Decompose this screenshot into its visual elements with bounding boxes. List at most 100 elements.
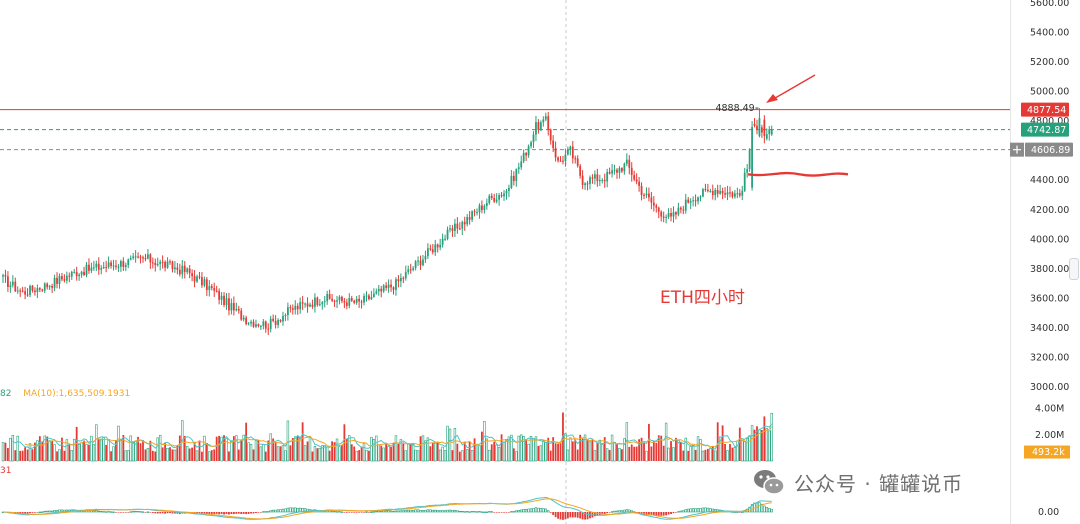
candle-body xyxy=(326,294,329,302)
volume-bar xyxy=(745,438,749,462)
candle-body xyxy=(4,275,7,277)
volume-bar xyxy=(249,443,253,462)
macd-bar xyxy=(485,511,489,513)
macd-bar xyxy=(505,512,508,513)
candle-body xyxy=(176,267,179,270)
candle-body xyxy=(714,189,717,196)
candle-body xyxy=(196,276,198,282)
macd-bar xyxy=(682,510,685,513)
macd-bar xyxy=(709,508,712,513)
candle-body xyxy=(679,207,682,210)
macd-bar xyxy=(461,510,464,513)
volume-bar xyxy=(19,450,22,461)
macd-bar xyxy=(672,512,675,514)
volume-bar xyxy=(146,447,150,462)
candle-body xyxy=(508,187,510,191)
candle-body xyxy=(434,244,437,253)
candle-body xyxy=(608,171,611,174)
candle-body xyxy=(584,183,586,186)
volume-bar xyxy=(729,444,731,461)
volume-bar xyxy=(7,448,9,461)
volume-bar xyxy=(301,422,304,461)
volume-bar xyxy=(203,435,206,462)
price-tick-label: 5600.00 xyxy=(1030,0,1069,9)
volume-bar xyxy=(586,439,589,461)
macd-bar xyxy=(689,508,692,513)
candle-body xyxy=(124,265,127,267)
volume-bar xyxy=(701,450,705,462)
volume-bar xyxy=(48,440,51,462)
macd-bar xyxy=(146,511,150,513)
macd-bar xyxy=(736,511,739,513)
volume-bar xyxy=(672,447,675,462)
macd-bar xyxy=(593,512,596,517)
volume-bar xyxy=(36,440,39,462)
candle-body xyxy=(657,207,660,212)
volume-bar xyxy=(635,446,638,461)
candle-body xyxy=(404,272,407,279)
macd-bar xyxy=(660,512,663,516)
volume-bar xyxy=(274,441,277,461)
macd-bar xyxy=(684,509,687,513)
volume-bar xyxy=(235,435,238,462)
candle-body xyxy=(7,276,9,287)
volume-bar xyxy=(198,440,201,461)
macd-bar xyxy=(296,507,299,513)
macd-bar xyxy=(104,511,108,513)
volume-bar xyxy=(660,435,663,461)
volume-bar xyxy=(497,447,501,462)
scroll-handle[interactable] xyxy=(1069,258,1079,280)
macd-bar xyxy=(623,509,626,513)
candle-body xyxy=(500,195,503,197)
volume-bar xyxy=(9,437,12,462)
candle-body xyxy=(628,159,631,168)
macd-bar xyxy=(512,511,516,513)
volume-bar xyxy=(542,440,545,462)
volume-bar xyxy=(131,441,135,462)
macd-bar xyxy=(704,507,707,513)
macd-bar xyxy=(119,512,122,513)
candle-body xyxy=(198,276,201,278)
volume-bar xyxy=(547,437,550,461)
macd-bar xyxy=(240,512,243,514)
candle-body xyxy=(171,261,174,270)
volume-bar xyxy=(431,442,434,461)
candle-body xyxy=(719,190,722,194)
volume-bar xyxy=(294,436,297,462)
candle-body xyxy=(372,293,375,297)
candle-body xyxy=(16,290,19,292)
candle-body xyxy=(483,205,486,210)
candle-body xyxy=(304,303,306,305)
candle-body xyxy=(564,154,567,162)
candle-body xyxy=(242,317,245,320)
volume-bar xyxy=(768,430,771,462)
volume-bar xyxy=(605,448,609,462)
candle-body xyxy=(186,268,189,273)
macd-bar xyxy=(510,511,513,513)
macd-bar xyxy=(335,511,339,513)
volume-bar xyxy=(149,440,152,461)
candle-body xyxy=(682,209,685,211)
volume-bar xyxy=(682,450,685,461)
volume-bar xyxy=(640,437,643,461)
macd-bar xyxy=(557,512,559,519)
macd-bar xyxy=(368,512,370,513)
volume-bar xyxy=(770,412,773,462)
macd-bar xyxy=(289,507,292,513)
candle-body xyxy=(591,177,594,179)
volume-bar xyxy=(436,441,439,461)
axis-background xyxy=(1011,0,1080,524)
candle-body xyxy=(655,205,658,208)
volume-bar xyxy=(259,446,263,462)
macd-bar xyxy=(276,509,280,513)
volume-bar xyxy=(579,434,582,461)
volume-bar xyxy=(38,436,41,461)
candle-body xyxy=(687,199,690,203)
macd-bar xyxy=(424,509,427,513)
macd-bar xyxy=(436,510,439,513)
candle-body xyxy=(596,174,599,182)
macd-bar xyxy=(620,510,624,513)
volume-bar xyxy=(345,438,348,461)
macd-bar xyxy=(225,512,228,515)
